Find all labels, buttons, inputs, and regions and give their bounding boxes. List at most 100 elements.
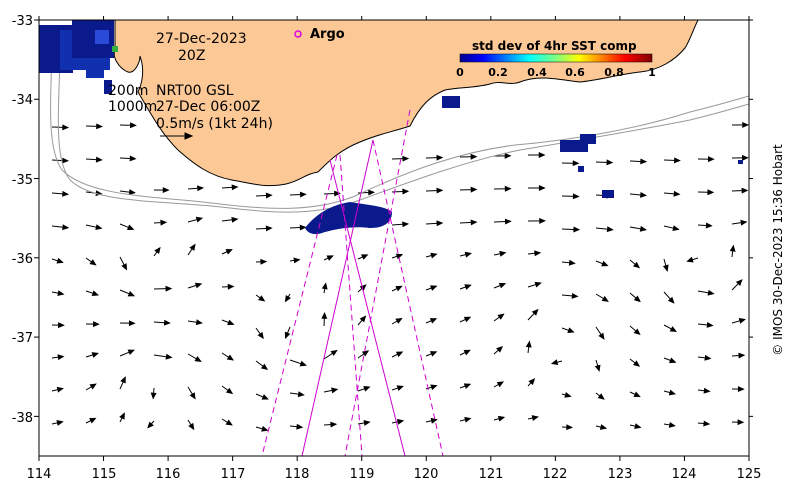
colorbar-tick-0.6: 0.6 bbox=[565, 66, 585, 79]
current-vector-head bbox=[195, 216, 204, 223]
current-vector-head bbox=[330, 349, 338, 357]
current-vector-head bbox=[436, 220, 444, 227]
current-vector-head bbox=[56, 257, 64, 264]
current-vector-head bbox=[498, 282, 507, 289]
current-vector-head bbox=[129, 155, 137, 162]
current-vector-head bbox=[707, 189, 715, 196]
credit-label: © IMOS 30-Dec-2023 15:36 Hobart bbox=[771, 144, 785, 356]
current-vector-head bbox=[194, 356, 202, 362]
current-vector-head bbox=[260, 258, 268, 265]
current-vector-head bbox=[601, 260, 609, 267]
current-vector-head bbox=[321, 282, 328, 290]
current-vector-head bbox=[430, 384, 438, 391]
current-vector-head bbox=[189, 243, 196, 251]
colorbar-tick-0: 0 bbox=[456, 66, 464, 79]
current-vector-head bbox=[531, 415, 539, 421]
current-vector-head bbox=[265, 192, 273, 199]
current-vector-head bbox=[497, 313, 505, 320]
current-vector-head bbox=[321, 311, 328, 319]
current-vector-head bbox=[150, 392, 157, 400]
current-vector-head bbox=[89, 383, 97, 390]
current-vector-head bbox=[572, 160, 580, 167]
product-time-label: 27-Dec 06:00Z bbox=[156, 99, 260, 115]
current-vector-head bbox=[284, 295, 291, 303]
current-vector-head bbox=[606, 159, 614, 166]
current-vector-head bbox=[225, 419, 233, 426]
colorbar bbox=[459, 53, 653, 63]
sst-patch-offshore bbox=[305, 202, 392, 235]
current-vector-head bbox=[96, 123, 103, 130]
current-vector-head bbox=[92, 321, 100, 328]
current-vector-head bbox=[538, 152, 546, 158]
current-vector-head bbox=[706, 322, 714, 328]
current-vector-head bbox=[703, 387, 711, 394]
y-tick-37: -37 bbox=[12, 331, 33, 346]
current-vector-head bbox=[120, 376, 126, 384]
current-vector-head bbox=[737, 419, 745, 426]
scale-label: 0.5m/s (1kt 24h) bbox=[156, 116, 273, 132]
current-vector-head bbox=[606, 226, 614, 233]
current-vector-head bbox=[568, 259, 576, 266]
y-tick-38: -38 bbox=[12, 411, 33, 426]
current-vector-head bbox=[633, 391, 641, 398]
current-vector-head bbox=[737, 386, 745, 393]
current-vector-head bbox=[402, 221, 410, 228]
sst-patch-southwest bbox=[39, 20, 118, 94]
current-vector-head bbox=[430, 417, 438, 424]
current-vector-head bbox=[57, 290, 65, 297]
current-vector-head bbox=[534, 281, 542, 288]
current-vector-head bbox=[359, 284, 367, 291]
current-vector-head bbox=[566, 424, 574, 431]
scale-arrow bbox=[160, 132, 194, 140]
current-vector-head bbox=[639, 225, 647, 232]
current-vector-head bbox=[464, 416, 472, 423]
x-axis: 114 115 116 117 118 119 120 121 122 123 … bbox=[27, 467, 762, 482]
current-vector-head bbox=[121, 263, 128, 271]
current-vector-head bbox=[395, 285, 403, 292]
hour-label: 20Z bbox=[178, 48, 205, 64]
current-vector-head bbox=[703, 420, 711, 427]
depth-1000-label: 1000m bbox=[108, 99, 157, 115]
current-vector-head bbox=[539, 217, 546, 224]
y-axis: -33 -34 -35 -36 -37 -38 bbox=[12, 14, 33, 426]
x-tick-118: 118 bbox=[285, 467, 310, 482]
current-vector-head bbox=[496, 345, 504, 353]
current-vector-head bbox=[504, 152, 512, 159]
current-vector-head bbox=[464, 251, 472, 258]
current-vector-head bbox=[740, 219, 748, 226]
x-tick-125: 125 bbox=[737, 467, 762, 482]
current-vector-head bbox=[127, 290, 136, 297]
current-vector-head bbox=[464, 284, 472, 290]
current-vector-head bbox=[395, 317, 403, 324]
current-vector-head bbox=[738, 318, 746, 324]
current-vector-head bbox=[470, 219, 478, 226]
current-vector-head bbox=[571, 292, 579, 299]
current-vector-head bbox=[160, 219, 168, 226]
current-vector-head bbox=[147, 421, 154, 429]
current-vector-head bbox=[672, 225, 680, 231]
current-vector-head bbox=[257, 331, 264, 340]
current-vector-head bbox=[299, 360, 307, 367]
current-vector-head bbox=[463, 316, 472, 323]
current-vector-head bbox=[430, 285, 438, 291]
x-tick-116: 116 bbox=[156, 467, 181, 482]
current-vector-head bbox=[429, 351, 438, 357]
current-vector-head bbox=[226, 354, 235, 361]
current-vector-head bbox=[225, 249, 233, 255]
sst-patch-east bbox=[442, 96, 743, 198]
current-vector-head bbox=[674, 157, 681, 164]
current-vector-head bbox=[331, 387, 339, 394]
current-vector-head bbox=[669, 326, 677, 332]
current-vector-head bbox=[662, 264, 669, 272]
current-vector-head bbox=[57, 354, 65, 361]
current-vector-head bbox=[496, 381, 505, 388]
x-tick-120: 120 bbox=[414, 467, 439, 482]
current-vector-head bbox=[326, 255, 334, 261]
current-vector-head bbox=[359, 315, 367, 323]
current-vector-head bbox=[550, 359, 559, 366]
current-vector-head bbox=[704, 354, 712, 361]
current-vector-head bbox=[598, 332, 605, 340]
x-tick-119: 119 bbox=[350, 467, 375, 482]
colorbar-tick-1: 1 bbox=[648, 66, 656, 79]
